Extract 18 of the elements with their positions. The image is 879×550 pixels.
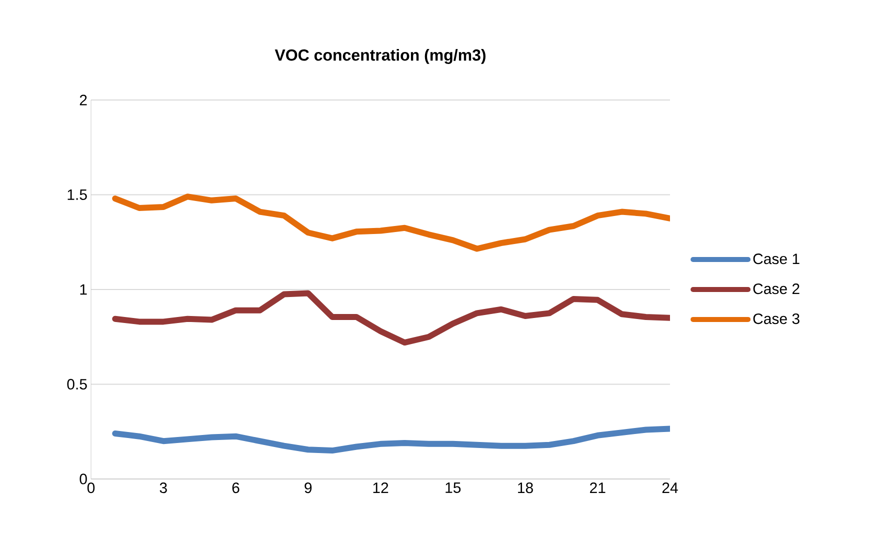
x-tick-label: 6	[232, 482, 240, 494]
legend-label: Case 2	[753, 284, 800, 294]
y-tick-label: 1.5	[68, 190, 87, 200]
legend-label: Case 1	[753, 254, 800, 264]
y-tick-label: 2	[80, 94, 87, 106]
x-tick-label: 18	[518, 482, 533, 494]
x-tick-label: 15	[446, 482, 461, 493]
x-tick-label: 3	[160, 482, 167, 494]
x-tick-label: 0	[87, 482, 95, 494]
y-tick-label: 0.5	[67, 378, 87, 390]
y-tick-label: 0	[80, 474, 87, 484]
x-tick-label: 24	[662, 482, 678, 493]
x-tick-label: 12	[373, 482, 388, 493]
chart-title: VOC concentration (mg/m3)	[274, 48, 486, 64]
x-tick-label: 21	[590, 482, 606, 493]
y-tick-label: 1	[80, 284, 87, 295]
legend-label: Case 3	[753, 313, 800, 324]
x-tick-label: 9	[304, 482, 312, 494]
